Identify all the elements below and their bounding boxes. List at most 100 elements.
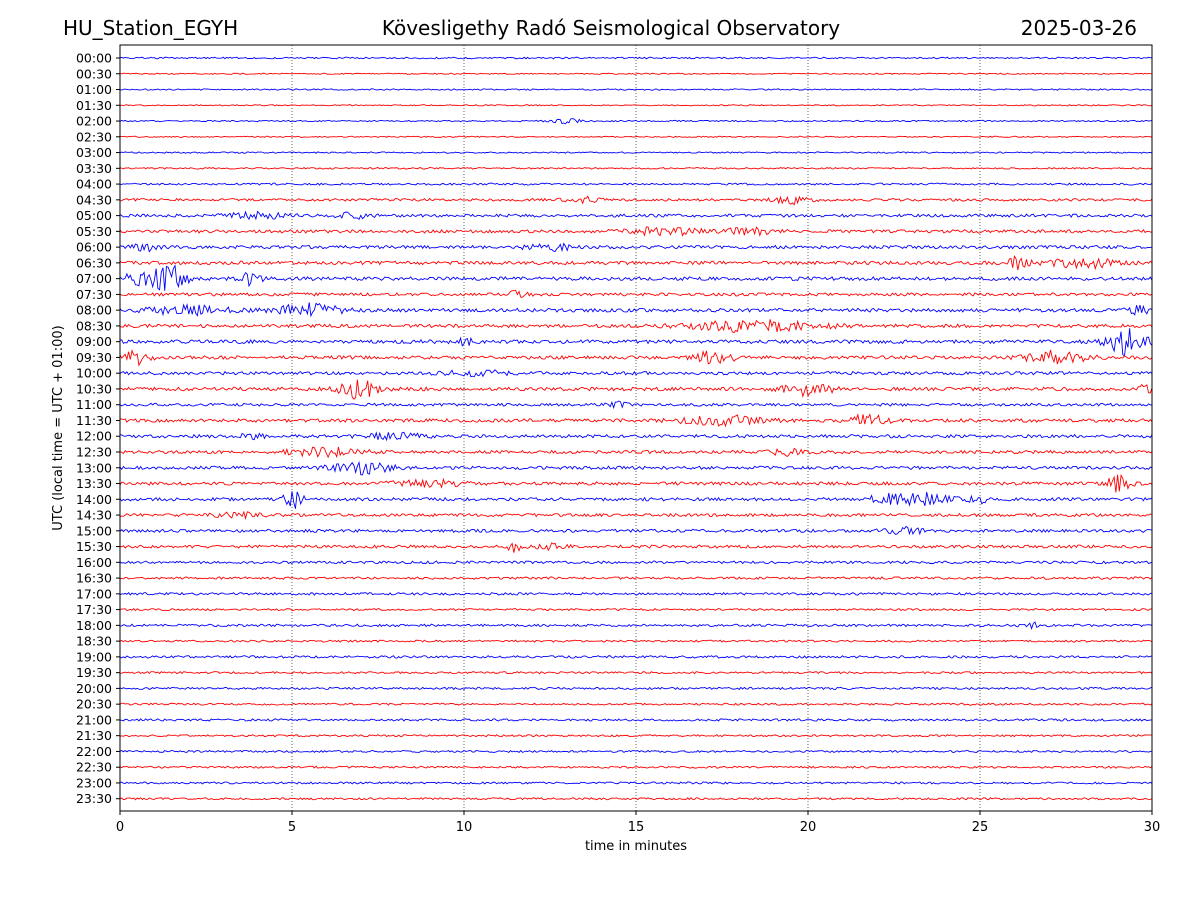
seismic-trace bbox=[119, 671, 1153, 675]
seismic-trace bbox=[119, 135, 1153, 138]
seismic-trace bbox=[119, 264, 1153, 291]
seismic-trace bbox=[119, 446, 1153, 459]
y-tick-label: 23:30 bbox=[76, 791, 112, 806]
seismic-trace bbox=[119, 797, 1153, 801]
station-name: HU_Station_EGYH bbox=[63, 16, 238, 40]
seismic-trace bbox=[119, 431, 1153, 442]
chart-title: Kövesligethy Radó Seismological Observat… bbox=[382, 16, 840, 40]
y-tick-label: 19:00 bbox=[76, 649, 112, 664]
seismic-trace bbox=[119, 749, 1153, 753]
seismic-trace bbox=[119, 400, 1153, 410]
y-tick-label: 00:30 bbox=[76, 66, 112, 81]
y-tick-label: 08:30 bbox=[76, 318, 112, 333]
seismic-trace bbox=[119, 686, 1153, 691]
y-tick-label: 04:30 bbox=[76, 192, 112, 207]
y-tick-label: 21:30 bbox=[76, 728, 112, 743]
y-tick-label: 14:30 bbox=[76, 508, 112, 523]
y-tick-label: 21:00 bbox=[76, 712, 112, 727]
y-tick-label: 12:30 bbox=[76, 445, 112, 460]
seismic-trace bbox=[119, 473, 1153, 493]
seismic-trace bbox=[119, 491, 1153, 509]
y-axis-ticks: 00:0000:3001:0001:3002:0002:3003:0003:30… bbox=[76, 51, 120, 806]
x-tick-label: 20 bbox=[800, 820, 817, 835]
y-tick-label: 01:30 bbox=[76, 98, 112, 113]
seismic-trace bbox=[119, 525, 1153, 536]
seismic-trace bbox=[119, 104, 1153, 107]
seismic-trace bbox=[119, 182, 1153, 186]
y-tick-label: 02:30 bbox=[76, 129, 112, 144]
y-tick-label: 07:30 bbox=[76, 287, 112, 302]
seismic-trace bbox=[119, 166, 1153, 170]
y-tick-label: 05:30 bbox=[76, 224, 112, 239]
x-axis-ticks: 0 5 10 15 20 25 30 bbox=[116, 811, 1160, 835]
seismic-trace bbox=[119, 118, 1153, 125]
seismic-trace bbox=[119, 195, 1153, 206]
seismic-traces bbox=[119, 56, 1153, 801]
y-tick-label: 03:00 bbox=[76, 145, 112, 160]
y-tick-label: 09:00 bbox=[76, 334, 112, 349]
y-tick-label: 20:00 bbox=[76, 681, 112, 696]
seismic-trace bbox=[119, 560, 1153, 565]
seismic-trace bbox=[119, 369, 1153, 378]
chart-date: 2025-03-26 bbox=[1021, 16, 1137, 40]
y-tick-label: 20:30 bbox=[76, 697, 112, 712]
y-tick-label: 02:00 bbox=[76, 114, 112, 129]
y-tick-label: 23:00 bbox=[76, 775, 112, 790]
seismic-trace bbox=[119, 242, 1153, 253]
seismic-trace bbox=[119, 639, 1153, 643]
seismic-trace bbox=[119, 765, 1153, 769]
seismic-trace bbox=[119, 621, 1152, 630]
x-tick-label: 15 bbox=[628, 820, 645, 835]
y-tick-label: 03:30 bbox=[76, 161, 112, 176]
y-tick-label: 18:00 bbox=[76, 618, 112, 633]
y-tick-label: 15:30 bbox=[76, 539, 112, 554]
seismic-trace bbox=[119, 254, 1153, 271]
y-tick-label: 22:30 bbox=[76, 760, 112, 775]
y-tick-label: 11:00 bbox=[76, 397, 112, 412]
y-tick-label: 01:00 bbox=[76, 82, 112, 97]
seismic-trace bbox=[119, 289, 1153, 298]
y-tick-label: 13:30 bbox=[76, 476, 112, 491]
seismic-trace bbox=[119, 576, 1153, 580]
y-tick-label: 18:30 bbox=[76, 634, 112, 649]
y-tick-label: 04:00 bbox=[76, 177, 112, 192]
seismic-trace bbox=[119, 319, 1153, 334]
seismic-trace bbox=[119, 56, 1153, 60]
seismic-trace bbox=[119, 608, 1153, 612]
y-axis-label: UTC (local time = UTC + 01:00) bbox=[51, 325, 66, 530]
y-tick-label: 06:00 bbox=[76, 240, 112, 255]
y-tick-label: 07:00 bbox=[76, 271, 112, 286]
seismic-trace bbox=[119, 88, 1153, 91]
seismic-trace bbox=[119, 151, 1153, 154]
seismic-trace bbox=[119, 379, 1153, 400]
y-tick-label: 09:30 bbox=[76, 350, 112, 365]
seismic-trace bbox=[119, 413, 1153, 428]
seismic-trace bbox=[119, 510, 1153, 521]
seismic-trace bbox=[119, 655, 1153, 659]
y-tick-label: 10:00 bbox=[76, 366, 112, 381]
y-tick-label: 12:00 bbox=[76, 429, 112, 444]
x-tick-label: 30 bbox=[1144, 820, 1161, 835]
x-tick-label: 0 bbox=[116, 820, 124, 835]
y-tick-label: 14:00 bbox=[76, 492, 112, 507]
seismic-trace bbox=[119, 72, 1153, 75]
y-tick-label: 06:30 bbox=[76, 255, 112, 270]
seismic-trace bbox=[119, 302, 1153, 318]
y-tick-label: 05:00 bbox=[76, 208, 112, 223]
x-axis-label: time in minutes bbox=[585, 839, 687, 854]
seismic-trace bbox=[119, 210, 1153, 221]
x-tick-label: 10 bbox=[456, 820, 473, 835]
y-tick-label: 16:30 bbox=[76, 571, 112, 586]
y-tick-label: 13:00 bbox=[76, 460, 112, 475]
x-tick-label: 5 bbox=[288, 820, 296, 835]
seismic-trace bbox=[119, 734, 1153, 738]
x-tick-label: 25 bbox=[972, 820, 989, 835]
y-tick-label: 08:00 bbox=[76, 303, 112, 318]
y-tick-label: 10:30 bbox=[76, 381, 112, 396]
seismic-trace bbox=[119, 226, 1153, 237]
y-tick-label: 19:30 bbox=[76, 665, 112, 680]
seismic-trace bbox=[119, 702, 1153, 706]
